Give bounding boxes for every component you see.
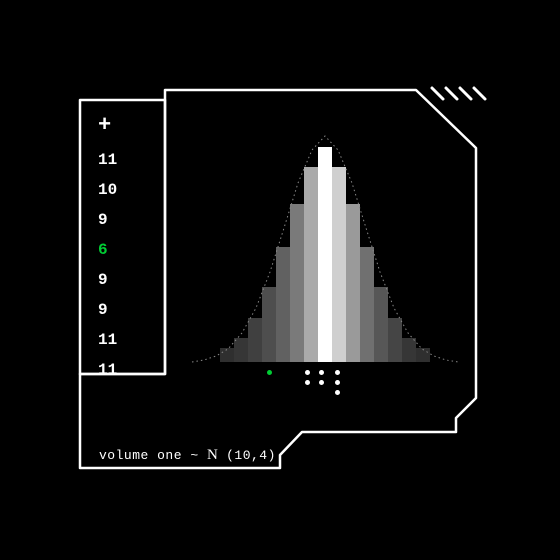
side-value-row[interactable]: 10 [98,175,152,205]
plus-icon: + [98,115,152,137]
histogram-bar [234,338,248,362]
sample-dot [305,370,310,375]
histogram-bar [290,204,304,362]
sample-dot [335,380,340,385]
side-value-row[interactable]: 11 [98,325,152,355]
distribution-chart [180,110,470,390]
histogram-bar [304,167,318,362]
histogram-bar [402,338,416,362]
sample-dot [305,380,310,385]
histogram-bar [388,318,402,362]
caption-prefix: volume one ~ [99,448,199,463]
histogram-bar [374,287,388,362]
caption: volume one ~ N (10,4) [99,447,276,464]
side-value-row[interactable]: 11 [98,145,152,175]
sample-dot [335,390,340,395]
caption-dist-symbol: N [207,447,218,463]
histogram-bar [346,204,360,362]
caption-params: (10,4) [226,448,276,463]
histogram-bar [332,167,346,362]
histogram-bar [248,318,262,362]
sample-dots [180,368,470,390]
sample-dot [335,370,340,375]
side-value-panel: + 111096991111 [98,115,152,385]
side-value-row[interactable]: 9 [98,295,152,325]
side-value-row[interactable]: 11 [98,355,152,385]
histogram-bar [262,287,276,362]
side-value-row[interactable]: 9 [98,265,152,295]
active-sample-dot [267,370,272,375]
sample-dot [319,370,324,375]
side-value-row[interactable]: 9 [98,205,152,235]
sample-dot [319,380,324,385]
side-value-row[interactable]: 6 [98,235,152,265]
histogram-bar [318,147,332,362]
histogram-bar [276,247,290,362]
histogram-bar [360,247,374,362]
